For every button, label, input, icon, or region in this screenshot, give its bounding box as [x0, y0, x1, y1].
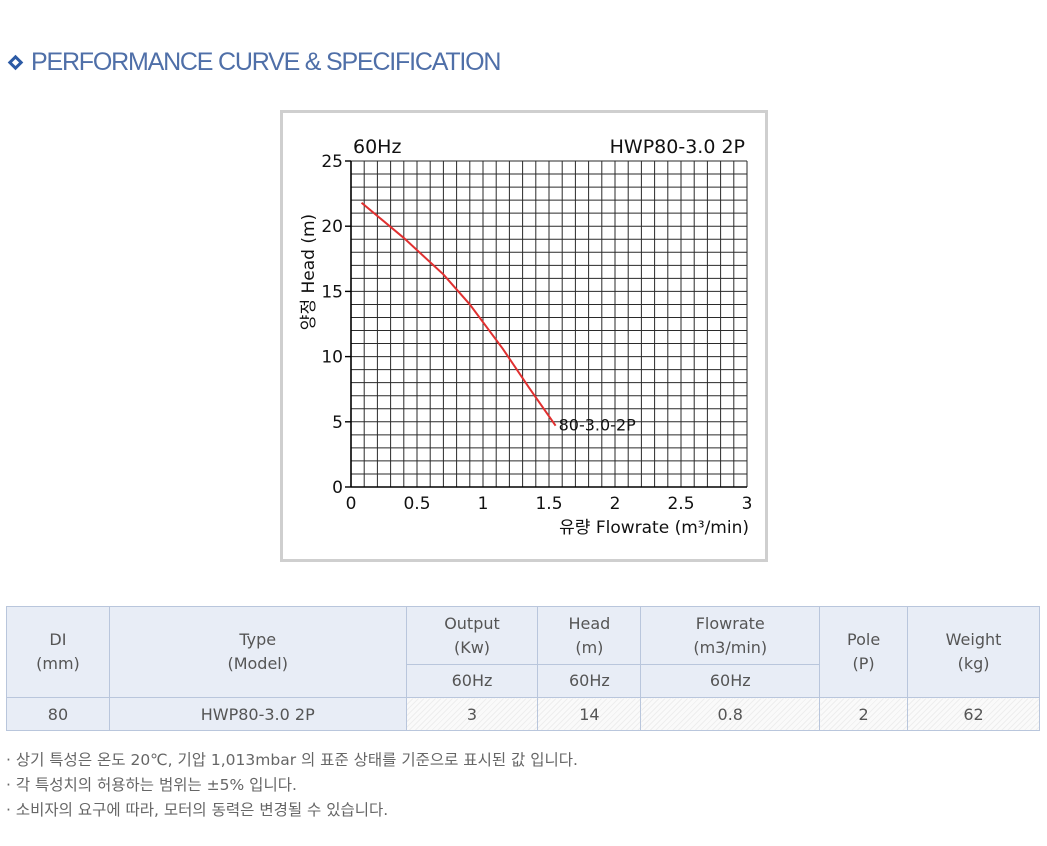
- section-header: PERFORMANCE CURVE & SPECIFICATION: [6, 44, 501, 80]
- notes: · 상기 특성은 온도 20℃, 기압 1,013mbar 의 표준 상태를 기…: [6, 748, 578, 823]
- note-item: · 각 특성치의 허용하는 범위는 ±5% 입니다.: [6, 776, 297, 794]
- y-axis-label: 양정 Head (m): [299, 214, 319, 330]
- series-label: 80-3.0-2P: [559, 416, 637, 435]
- spec-table: DI (mm) Type (Model) Output (Kw) Head (m…: [6, 606, 1040, 731]
- x-tick-label: 1.5: [535, 494, 562, 514]
- y-tick-label: 10: [321, 348, 343, 368]
- x-tick-label: 1: [478, 494, 489, 514]
- y-tick-label: 0: [332, 478, 343, 498]
- diamond-bullet-icon: [7, 54, 24, 70]
- cell-head: 14: [537, 697, 642, 731]
- section-title: PERFORMANCE CURVE & SPECIFICATION: [31, 47, 501, 76]
- x-tick-label: 3: [742, 494, 753, 514]
- subheader-output-hz: 60Hz: [405, 664, 539, 698]
- performance-chart: 0 5 10 15 20 25 0 0.5 1 1.5 2 2.5 3 60Hz HWP80-3.0 2P 유…: [280, 110, 768, 562]
- cell-type: HWP80-3.0 2P: [108, 697, 407, 731]
- header-di: DI (mm): [6, 606, 110, 698]
- frequency-label: 60Hz: [353, 136, 401, 158]
- y-tick-label: 20: [321, 217, 343, 237]
- x-tick-label: 2.5: [667, 494, 694, 514]
- model-label: HWP80-3.0 2P: [610, 136, 745, 158]
- cell-pole: 2: [819, 697, 909, 731]
- subheader-head-hz: 60Hz: [537, 664, 642, 698]
- note-item: · 소비자의 요구에 따라, 모터의 동력은 변경될 수 있습니다.: [6, 801, 389, 819]
- table-row: 80 HWP80-3.0 2P 3 14 0.8 2 62: [6, 697, 1040, 731]
- chart-svg: 0 5 10 15 20 25 0 0.5 1 1.5 2 2.5 3 60Hz HWP80-3.0 2P 유…: [299, 136, 753, 538]
- cell-flowrate: 0.8: [640, 697, 821, 731]
- header-weight: Weight (kg): [907, 606, 1040, 698]
- y-tick-label: 5: [332, 413, 343, 433]
- note-item: · 상기 특성은 온도 20℃, 기압 1,013mbar 의 표준 상태를 기…: [6, 751, 578, 769]
- header-head: Head (m): [537, 606, 642, 665]
- header-flowrate: Flowrate (m3/min): [640, 606, 821, 665]
- y-tick-label: 25: [321, 152, 343, 172]
- cell-output: 3: [405, 697, 539, 731]
- x-tick-label: 0.5: [403, 494, 430, 514]
- header-pole: Pole (P): [819, 606, 909, 698]
- x-tick-label: 2: [610, 494, 621, 514]
- header-type: Type (Model): [108, 606, 407, 698]
- y-tick-label: 15: [321, 282, 343, 302]
- cell-di: 80: [6, 697, 110, 731]
- subheader-flowrate-hz: 60Hz: [640, 664, 821, 698]
- series-line: [360, 201, 557, 427]
- x-tick-label: 0: [346, 494, 357, 514]
- header-output: Output (Kw): [405, 606, 539, 665]
- x-axis-label: 유량 Flowrate (m³/min): [559, 518, 749, 538]
- cell-weight: 62: [907, 697, 1040, 731]
